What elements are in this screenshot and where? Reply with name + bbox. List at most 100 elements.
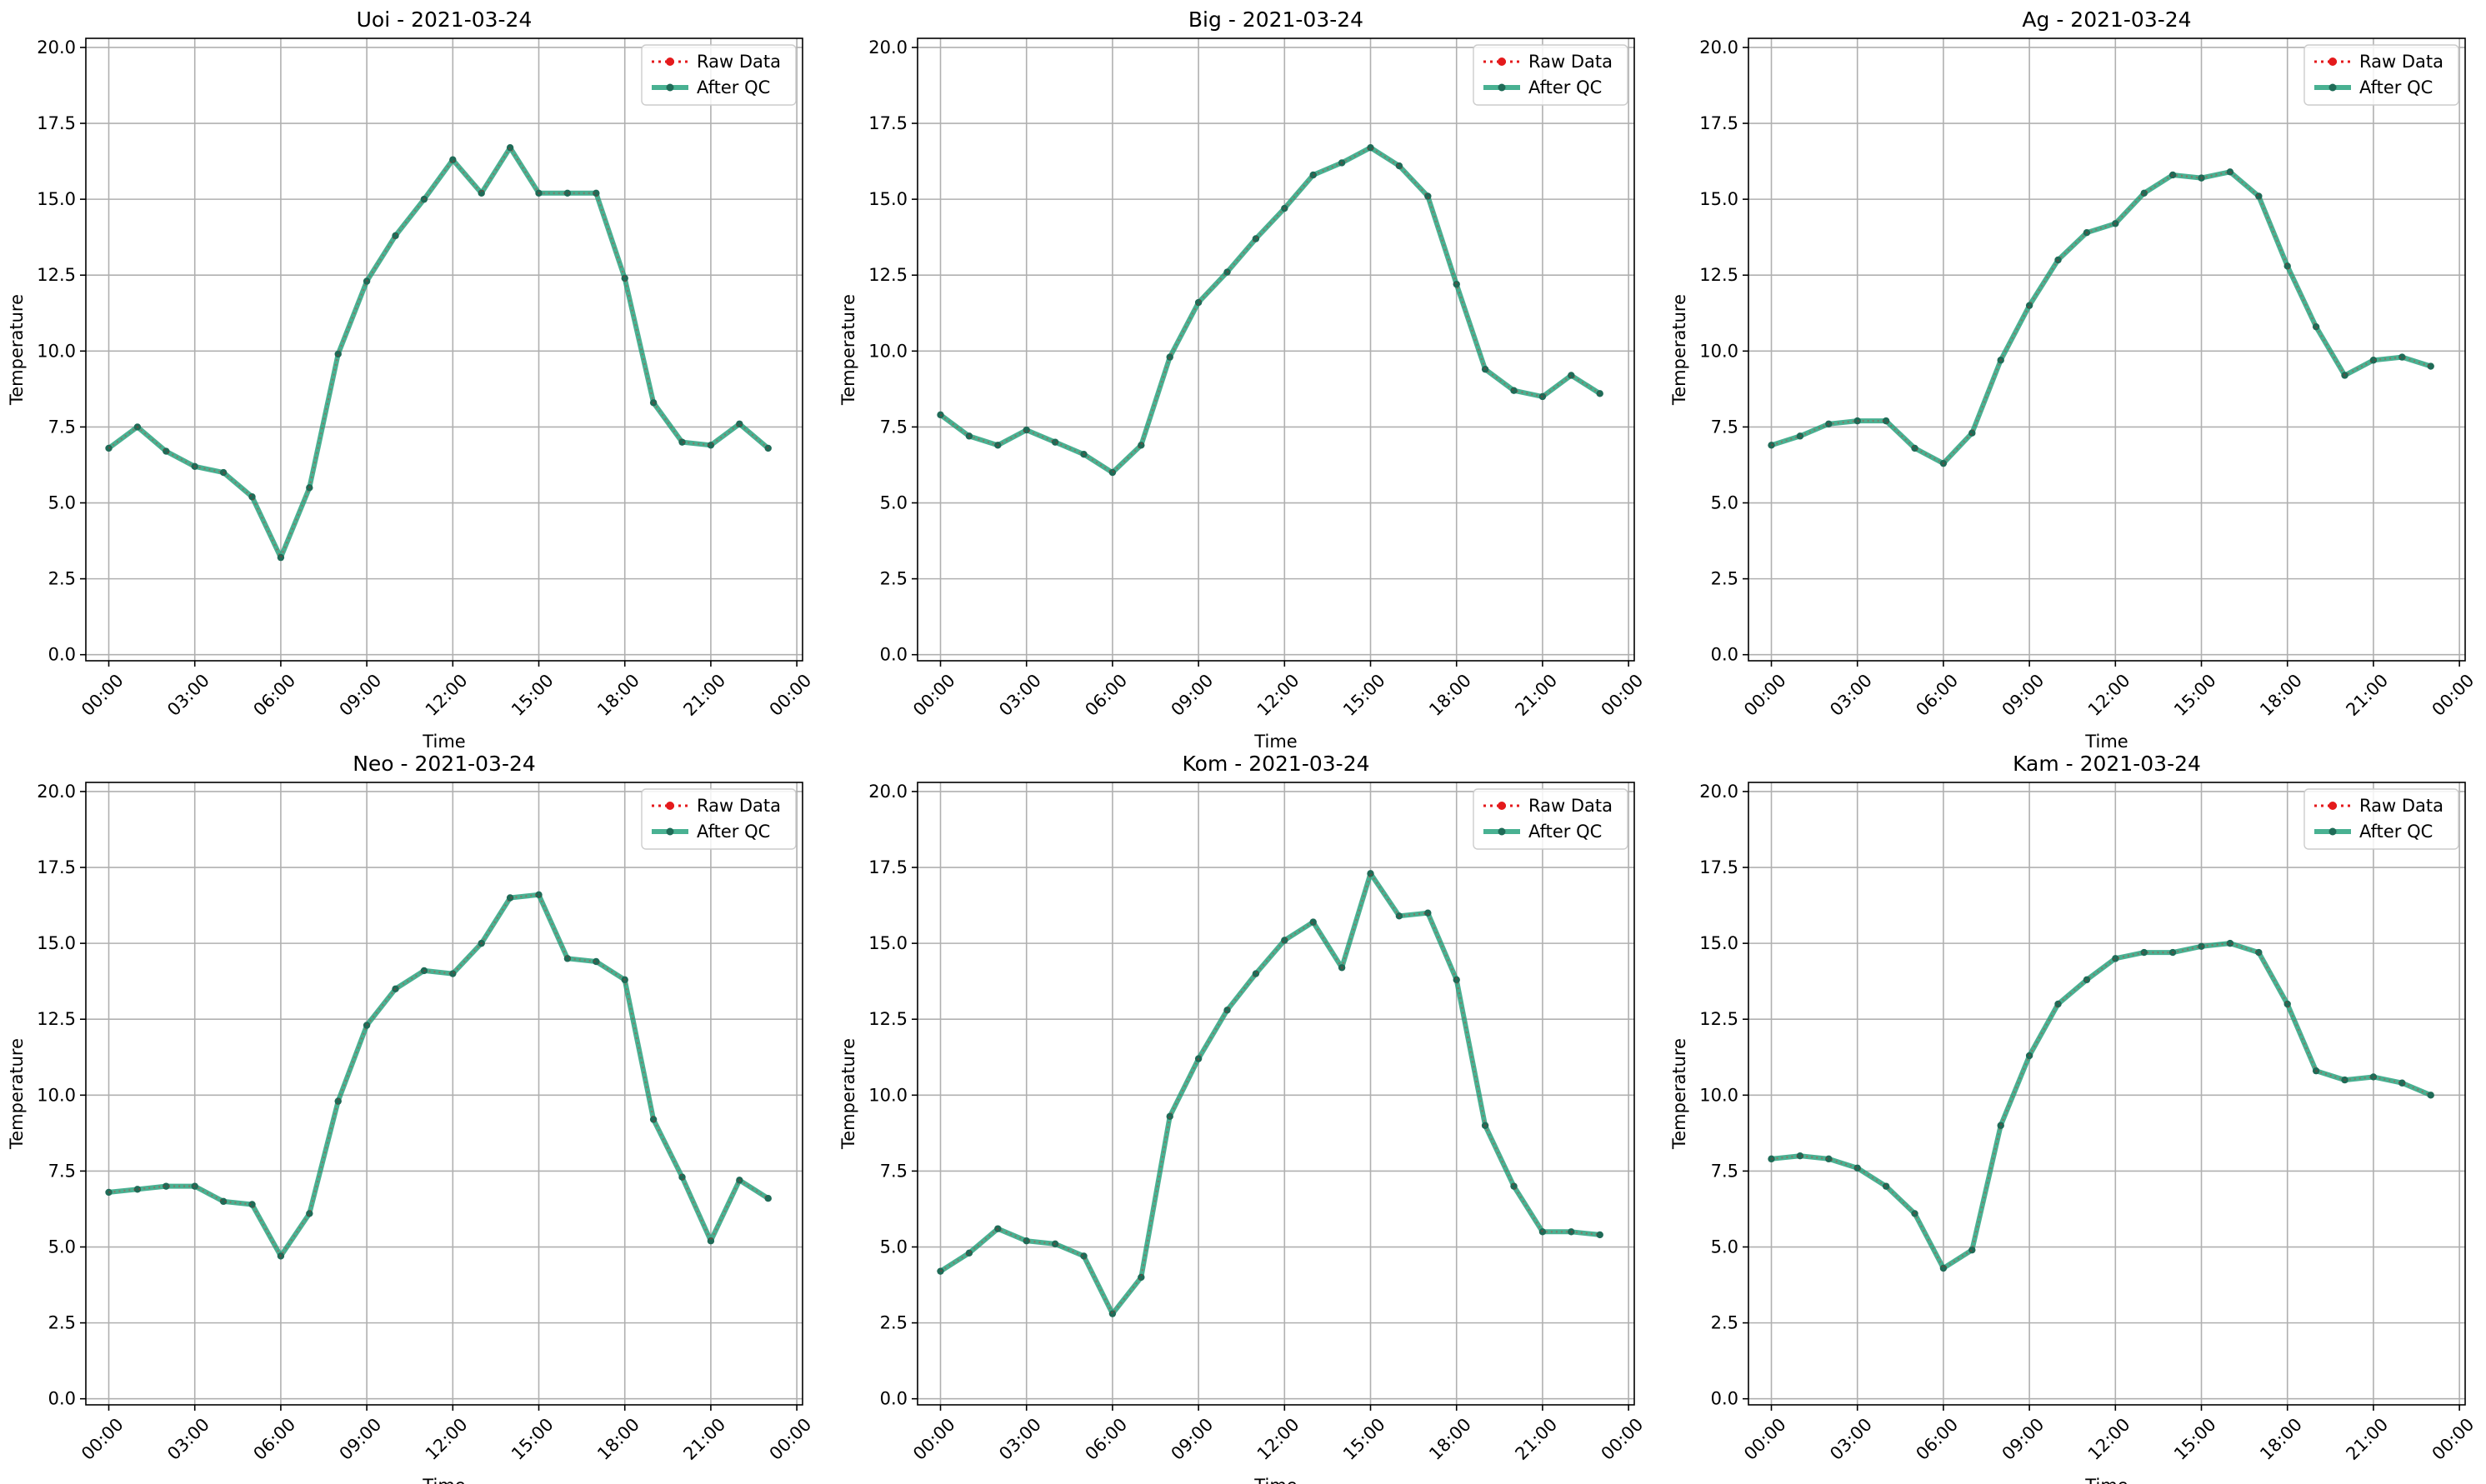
axes-frame — [85, 782, 803, 1406]
y-tick-label: 7.5 — [48, 417, 76, 437]
series-after-qc-line — [108, 892, 770, 1259]
legend: Raw Data After QC — [2303, 44, 2459, 106]
x-tick-label: 09:00 — [336, 670, 386, 720]
y-tick-label: 0.0 — [1711, 645, 1738, 665]
after-qc-point — [1166, 1112, 1173, 1121]
after-qc-point — [1367, 870, 1374, 877]
after-qc-point — [1939, 459, 1948, 467]
after-qc-point — [1138, 442, 1145, 449]
x-tick-label: 21:00 — [2342, 670, 2392, 720]
after-qc-point — [1367, 143, 1374, 152]
after-qc-point — [1281, 204, 1288, 212]
subplot-1: 00:00 03:00 06:00 09:00 12:00 15:00 18:00 21:00… — [7, 7, 815, 752]
y-tick-label: 17.5 — [1699, 857, 1738, 877]
x-tick-label: 18:00 — [1425, 1414, 1475, 1464]
after-qc-point — [363, 1022, 371, 1029]
y-tick-label: 12.5 — [868, 1009, 908, 1029]
after-qc-point — [392, 232, 399, 240]
subplot-title: Kom - 2021-03-24 — [1183, 752, 1370, 776]
after-qc-point — [506, 894, 514, 902]
x-tick-label: 00:00 — [2428, 670, 2478, 720]
after-qc-point — [1281, 937, 1288, 944]
after-qc-point — [2054, 256, 2062, 264]
after-qc-point — [2255, 948, 2263, 957]
after-qc-point — [1338, 159, 1346, 167]
legend-qc-marker — [1498, 827, 1506, 836]
legend-qc-marker — [1498, 83, 1506, 92]
x-tick-label: 12:00 — [2084, 670, 2134, 720]
y-tick-label: 2.5 — [48, 569, 76, 589]
after-qc-point — [1453, 280, 1460, 288]
x-tick-label: 21:00 — [679, 670, 729, 720]
x-tick-label: 06:00 — [1912, 1414, 1962, 1464]
after-qc-point — [1997, 357, 2004, 364]
after-qc-point — [1453, 976, 1460, 984]
legend-raw-marker — [1498, 57, 1506, 66]
y-tick-label: 20.0 — [1699, 37, 1738, 57]
y-tick-label: 5.0 — [1711, 493, 1738, 513]
after-qc-point — [1939, 1264, 1948, 1272]
legend: Raw Data After QC — [1473, 44, 1628, 106]
after-qc-point — [2226, 168, 2234, 176]
y-tick-label: 7.5 — [48, 1161, 76, 1181]
after-qc-point — [1568, 1228, 1575, 1236]
after-qc-point — [506, 143, 514, 152]
after-qc-point — [1051, 1240, 1059, 1248]
x-tick-label: 18:00 — [593, 670, 643, 720]
after-qc-point — [2283, 262, 2291, 270]
after-qc-point — [1882, 1182, 1890, 1190]
after-qc-point — [1968, 429, 1976, 437]
y-tick-label: 7.5 — [880, 1161, 908, 1181]
after-qc-point — [1023, 426, 1030, 434]
after-qc-point — [478, 939, 485, 947]
x-tick-label: 00:00 — [1598, 1414, 1648, 1464]
y-tick-label: 0.0 — [880, 645, 908, 665]
legend-qc-label: After QC — [1528, 822, 1602, 842]
legend-raw-label: Raw Data — [697, 52, 781, 72]
x-tick-label: 18:00 — [593, 1414, 643, 1464]
after-qc-point — [965, 432, 973, 440]
legend-qc-marker — [666, 827, 674, 836]
after-qc-point — [1538, 1228, 1547, 1236]
subplot-3: 00:00 03:00 06:00 09:00 12:00 15:00 18:00 21:00… — [1669, 7, 2478, 752]
after-qc-point — [163, 447, 170, 455]
x-axis-label: Time — [2084, 1476, 2128, 1484]
y-tick-label: 2.5 — [1711, 1313, 1738, 1333]
y-tick-label: 2.5 — [880, 1313, 908, 1333]
after-qc-point — [937, 1267, 944, 1275]
after-qc-point — [133, 1186, 142, 1193]
after-qc-point — [191, 1182, 198, 1190]
after-qc-point — [2025, 1052, 2033, 1060]
y-axis-label: Temperature — [1669, 1038, 1689, 1150]
y-tick-label: 15.0 — [868, 189, 908, 209]
after-qc-point — [2283, 1000, 2291, 1008]
after-qc-point — [1997, 1122, 2004, 1129]
after-qc-point — [994, 1225, 1002, 1232]
after-qc-point — [1853, 417, 1861, 425]
x-tick-label: 12:00 — [2084, 1414, 2134, 1464]
x-tick-label: 18:00 — [1425, 670, 1475, 720]
after-qc-point — [649, 1116, 658, 1123]
y-tick-label: 20.0 — [868, 782, 908, 802]
after-qc-point — [1166, 353, 1173, 361]
after-qc-point — [1023, 1237, 1030, 1245]
plot-area — [86, 782, 803, 1405]
after-qc-point — [593, 957, 600, 966]
y-axis-label: Temperature — [7, 1038, 27, 1150]
after-qc-point — [334, 350, 342, 358]
after-qc-point — [478, 189, 485, 197]
after-qc-point — [563, 955, 572, 962]
x-tick-label: 09:00 — [1998, 670, 2048, 720]
y-tick-label: 15.0 — [37, 933, 76, 953]
x-tick-label: 09:00 — [1168, 1414, 1218, 1464]
y-tick-label: 0.0 — [1711, 1389, 1738, 1409]
after-qc-point — [1108, 468, 1117, 477]
y-tick-label: 5.0 — [880, 1237, 908, 1257]
after-qc-point — [306, 484, 313, 492]
y-tick-label: 12.5 — [37, 1009, 76, 1029]
x-tick-label: 15:00 — [2170, 1414, 2220, 1464]
after-qc-point — [1252, 970, 1260, 977]
legend-raw-label: Raw Data — [2359, 52, 2443, 72]
after-qc-point — [1138, 1273, 1145, 1282]
legend-raw-label: Raw Data — [2359, 796, 2443, 816]
